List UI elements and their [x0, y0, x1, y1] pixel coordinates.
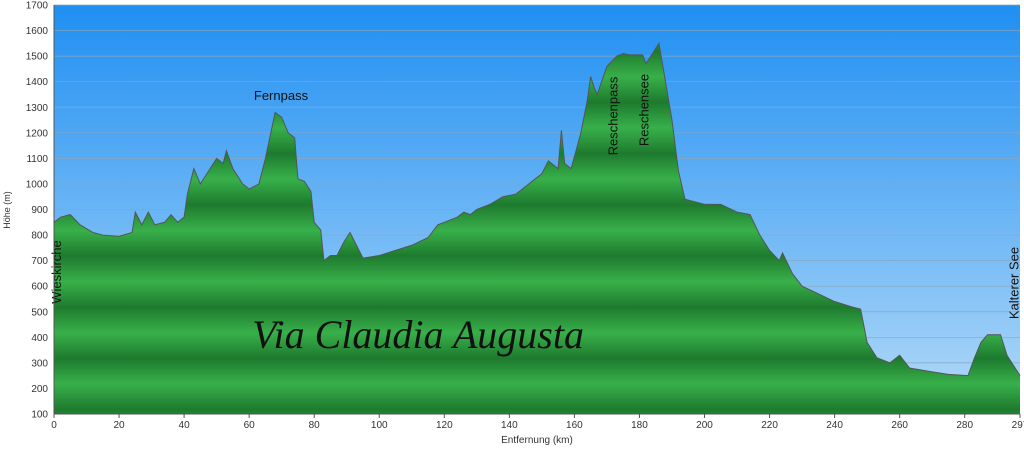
- annotation: Reschensee: [636, 74, 651, 146]
- x-tick-label: 297: [1012, 420, 1024, 431]
- elevation-line: [53, 41, 1021, 377]
- y-tick-label: 900: [31, 205, 48, 216]
- y-tick-label: 500: [31, 307, 48, 318]
- annotation: Fernpass: [254, 88, 309, 103]
- y-tick-label: 200: [31, 384, 48, 395]
- x-tick-label: 0: [51, 420, 57, 431]
- x-tick-label: 100: [371, 420, 388, 431]
- x-tick-label: 280: [956, 420, 973, 431]
- x-tick-label: 120: [436, 420, 453, 431]
- x-tick-label: 60: [244, 420, 256, 431]
- x-tick-label: 160: [566, 420, 583, 431]
- y-tick-label: 1300: [26, 103, 49, 114]
- x-tick-label: 240: [826, 420, 843, 431]
- annotation: Kalterer See: [1006, 247, 1021, 319]
- x-tick-label: 260: [891, 420, 908, 431]
- y-tick-label: 1600: [26, 26, 49, 37]
- y-tick-label: 1100: [26, 154, 48, 165]
- y-tick-label: 400: [31, 333, 48, 344]
- x-tick-label: 180: [631, 420, 648, 431]
- x-tick-label: 220: [761, 420, 778, 431]
- annotation: Wieskirche: [49, 240, 64, 304]
- y-tick-label: 1500: [26, 52, 49, 63]
- y-tick-label: 1400: [26, 77, 49, 88]
- x-tick-label: 80: [309, 420, 321, 431]
- annotation: Reschenpass: [605, 76, 620, 155]
- x-tick-label: 20: [113, 420, 125, 431]
- elevation-area: [54, 43, 1020, 414]
- y-tick-label: 1000: [26, 179, 49, 190]
- y-tick-label: 600: [31, 282, 48, 293]
- y-tick-label: 800: [31, 231, 48, 242]
- y-tick-label: 300: [31, 358, 48, 369]
- y-tick-label: 1200: [26, 128, 49, 139]
- y-axis-label: Höhe (m): [2, 191, 12, 229]
- watermark: Via Claudia Augusta: [252, 312, 584, 357]
- x-axis-label: Entfernung (km): [501, 435, 573, 446]
- y-tick-label: 700: [31, 256, 48, 267]
- x-tick-label: 40: [179, 420, 191, 431]
- y-tick-label: 100: [31, 410, 48, 421]
- y-tick-label: 1700: [26, 1, 49, 12]
- x-tick-label: 200: [696, 420, 713, 431]
- x-tick-label: 140: [501, 420, 518, 431]
